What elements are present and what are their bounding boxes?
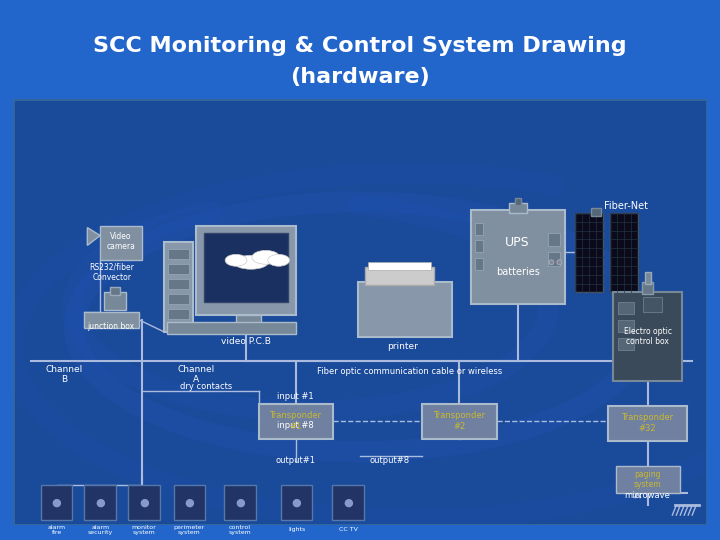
Bar — [100, 226, 142, 260]
Text: ●: ● — [139, 497, 149, 507]
Text: ●: ● — [95, 497, 105, 507]
Bar — [104, 292, 126, 310]
Bar — [644, 272, 651, 284]
Text: Fiber optic communication cable or wireless: Fiber optic communication cable or wirel… — [317, 367, 503, 376]
Polygon shape — [87, 227, 100, 245]
Bar — [575, 213, 603, 292]
Bar — [128, 485, 160, 520]
Text: control
system: control system — [229, 524, 251, 535]
Text: CC TV: CC TV — [338, 528, 358, 532]
Text: alarm
security: alarm security — [88, 524, 113, 535]
Bar — [368, 262, 431, 270]
Bar — [549, 233, 560, 246]
Bar — [84, 485, 116, 520]
Text: Fiber-Net: Fiber-Net — [604, 201, 648, 211]
Bar — [610, 213, 638, 292]
Bar — [168, 294, 189, 304]
Bar — [197, 226, 295, 315]
Bar — [365, 267, 434, 285]
Text: dry contacts: dry contacts — [180, 382, 233, 391]
Bar — [174, 485, 205, 520]
Bar — [475, 258, 483, 270]
Text: ●: ● — [235, 497, 245, 507]
Text: ●: ● — [343, 497, 353, 507]
Text: perimeter
system: perimeter system — [174, 524, 205, 535]
Bar — [509, 203, 526, 213]
Bar — [204, 233, 287, 302]
Bar — [163, 242, 194, 332]
Ellipse shape — [557, 260, 562, 265]
Bar — [616, 465, 680, 494]
Text: Electro optic
control box: Electro optic control box — [624, 327, 672, 346]
Bar — [618, 338, 634, 349]
Text: Transponder
#1: Transponder #1 — [269, 411, 322, 430]
Bar — [224, 485, 256, 520]
Text: junction box: junction box — [88, 322, 135, 331]
Text: Transponder
#32: Transponder #32 — [621, 413, 674, 433]
Bar — [549, 252, 560, 266]
Text: SCC Monitoring & Control System Drawing: SCC Monitoring & Control System Drawing — [93, 36, 627, 56]
Bar — [168, 249, 189, 259]
Text: RS232/fiber
Convector: RS232/fiber Convector — [90, 262, 135, 282]
Bar — [608, 406, 687, 441]
Bar — [168, 309, 189, 319]
Bar — [642, 297, 662, 312]
Text: (hardware): (hardware) — [290, 66, 430, 87]
Bar — [166, 322, 295, 334]
Bar — [332, 485, 364, 520]
Bar — [471, 210, 565, 304]
Text: monitor
system: monitor system — [132, 524, 156, 535]
Bar — [84, 312, 139, 328]
Ellipse shape — [549, 260, 554, 265]
Text: ●: ● — [52, 497, 61, 507]
Bar — [168, 264, 189, 274]
Bar — [613, 292, 683, 381]
Text: Video
camera: Video camera — [107, 232, 135, 251]
Bar — [618, 320, 634, 332]
Bar — [642, 282, 654, 294]
Text: Transponder
#2: Transponder #2 — [433, 411, 485, 430]
Bar — [281, 485, 312, 520]
Text: alarm
fire: alarm fire — [48, 524, 66, 535]
Text: ●: ● — [184, 497, 194, 507]
Bar — [259, 404, 333, 439]
Text: ●: ● — [292, 497, 302, 507]
Bar — [168, 279, 189, 289]
Text: video P.C.B: video P.C.B — [221, 337, 271, 346]
Text: output#1: output#1 — [276, 456, 315, 465]
Text: input #1: input #1 — [277, 392, 314, 401]
Bar — [515, 198, 521, 205]
Text: Channel
B: Channel B — [46, 364, 83, 384]
Ellipse shape — [225, 254, 247, 266]
Ellipse shape — [252, 251, 279, 264]
Ellipse shape — [233, 255, 269, 269]
Bar — [110, 287, 120, 295]
Text: input #8: input #8 — [277, 421, 314, 430]
Ellipse shape — [268, 254, 289, 266]
Bar — [475, 222, 483, 234]
Bar — [236, 315, 261, 323]
Bar — [618, 302, 634, 314]
Bar — [423, 404, 497, 439]
Bar — [41, 485, 73, 520]
Bar — [475, 240, 483, 252]
Text: batteries: batteries — [495, 267, 539, 277]
Text: output#8: output#8 — [369, 456, 410, 465]
Bar — [358, 282, 452, 336]
Text: paging
system: paging system — [634, 470, 662, 489]
Text: printer: printer — [387, 342, 418, 351]
Text: lights: lights — [288, 528, 305, 532]
Text: UPS: UPS — [505, 236, 530, 249]
Bar — [591, 208, 601, 215]
Text: microwave: microwave — [625, 491, 670, 500]
Text: Channel
A: Channel A — [178, 364, 215, 384]
